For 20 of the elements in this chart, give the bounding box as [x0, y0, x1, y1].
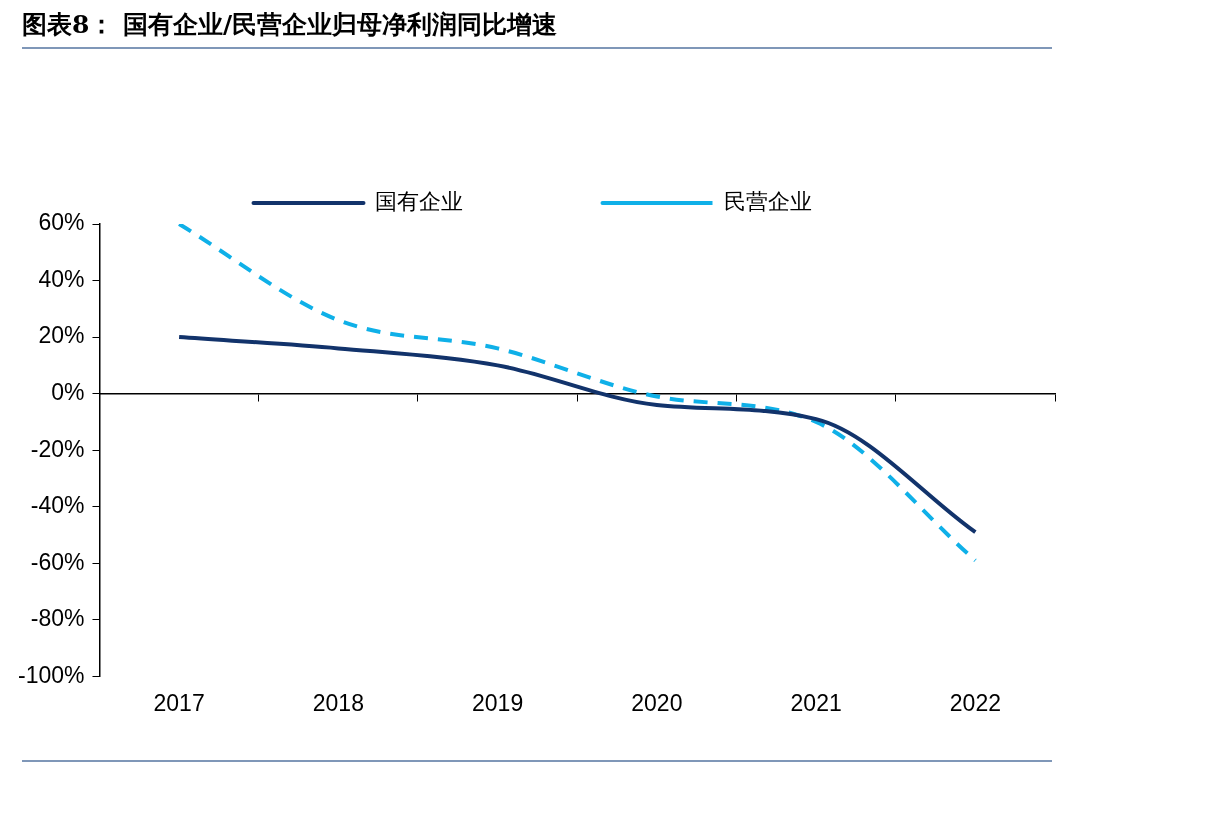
y-tick-label: -80%	[30, 605, 85, 632]
legend-label: 国有企业	[374, 188, 463, 214]
x-tick-label: 2021	[790, 689, 842, 716]
y-tick-label: -100%	[18, 661, 85, 688]
y-tick-label: -40%	[30, 492, 85, 519]
x-tick-label: 2017	[153, 689, 205, 716]
chart-title: 图表8： 国有企业/民营企业归母净利润同比增速	[22, 8, 1052, 49]
y-tick-label: 0%	[51, 378, 85, 405]
x-tick-label: 2019	[472, 689, 524, 716]
y-tick-label: -60%	[30, 548, 85, 575]
x-tick-label: 2022	[949, 689, 1001, 716]
y-tick-label: 20%	[38, 322, 85, 349]
legend-label: 民营企业	[723, 188, 812, 214]
line-series	[177, 335, 978, 535]
x-tick-label: 2018	[312, 689, 364, 716]
x-tick-label: 2020	[631, 689, 683, 716]
line-series	[177, 224, 978, 563]
y-tick-label: -20%	[30, 435, 85, 462]
y-tick-label: 60%	[38, 209, 85, 236]
y-tick-label: 40%	[38, 265, 85, 292]
